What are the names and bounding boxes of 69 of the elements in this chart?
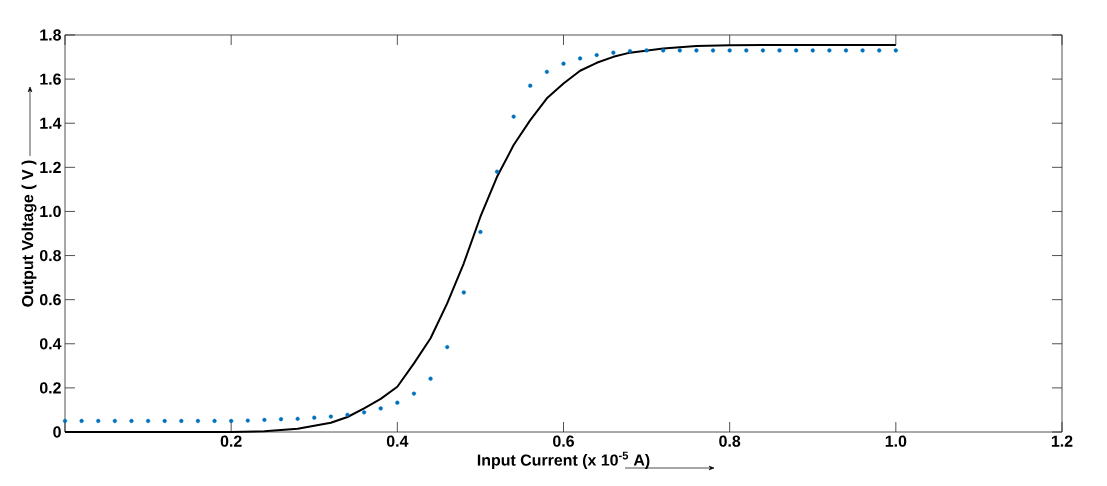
- point: [644, 48, 649, 53]
- point: [312, 415, 317, 420]
- point: [843, 48, 849, 53]
- point: [345, 412, 350, 417]
- point: [494, 169, 500, 174]
- point: [411, 391, 417, 396]
- point: [229, 418, 234, 424]
- point: [760, 48, 765, 53]
- y-tick-label: 1.0: [40, 205, 61, 218]
- point: [129, 418, 134, 424]
- point: [877, 48, 882, 53]
- point: [262, 417, 267, 422]
- point: [727, 48, 732, 53]
- point: [544, 69, 549, 74]
- point: [611, 50, 616, 55]
- point: [328, 414, 333, 419]
- y-tick-label: 0.4: [39, 338, 62, 350]
- x-tick-label: 0.4: [386, 435, 409, 447]
- y-tick-label: 0: [53, 426, 61, 438]
- x-tick-label: 0.8: [719, 435, 741, 447]
- point: [395, 400, 400, 405]
- point: [661, 48, 666, 53]
- point: [827, 48, 832, 53]
- y-tick-label: 0.8: [39, 249, 61, 262]
- point: [794, 48, 799, 53]
- point: [79, 418, 84, 424]
- x-tick-label: 0.6: [553, 435, 574, 447]
- y-tick-label: 1.8: [40, 29, 61, 41]
- point: [245, 418, 250, 423]
- x-tick-label: 0.2: [220, 435, 242, 447]
- point: [777, 48, 782, 53]
- point: [445, 344, 450, 350]
- x-tick-label: 1.0: [885, 435, 907, 447]
- point: [561, 61, 566, 66]
- point: [860, 48, 865, 53]
- point: [62, 418, 68, 424]
- y-tick-label: 1.2: [40, 161, 61, 173]
- y-axis-title: Output Voltage ( V ): [21, 160, 37, 307]
- point: [528, 83, 533, 88]
- point: [511, 114, 516, 119]
- y-tick-label: 0.2: [39, 382, 61, 394]
- y-tick-label: 1.4: [40, 117, 62, 129]
- point: [594, 52, 599, 58]
- y-tick-label: 0.6: [39, 294, 61, 306]
- point: [744, 48, 749, 53]
- point: [677, 48, 682, 53]
- point: [710, 48, 716, 53]
- point: [627, 49, 633, 54]
- point: [145, 418, 151, 424]
- x-axis-title: Input Current (x 10$^{-5}$ A): [477, 451, 650, 469]
- point: [578, 56, 583, 61]
- x-tick-label: 1.2: [1051, 435, 1073, 447]
- point: [478, 229, 483, 235]
- point: [428, 376, 433, 381]
- point: [162, 418, 167, 424]
- point: [112, 418, 117, 424]
- point: [378, 406, 383, 411]
- point: [179, 418, 184, 424]
- y-tick-label: 1.6: [40, 73, 61, 85]
- point: [212, 418, 217, 424]
- point: [362, 410, 367, 415]
- point: [461, 290, 466, 295]
- point: [694, 48, 699, 53]
- point: [96, 418, 101, 424]
- point: [893, 48, 898, 53]
- point: [278, 417, 284, 422]
- point: [195, 418, 201, 424]
- point: [810, 48, 815, 53]
- point: [295, 416, 300, 421]
